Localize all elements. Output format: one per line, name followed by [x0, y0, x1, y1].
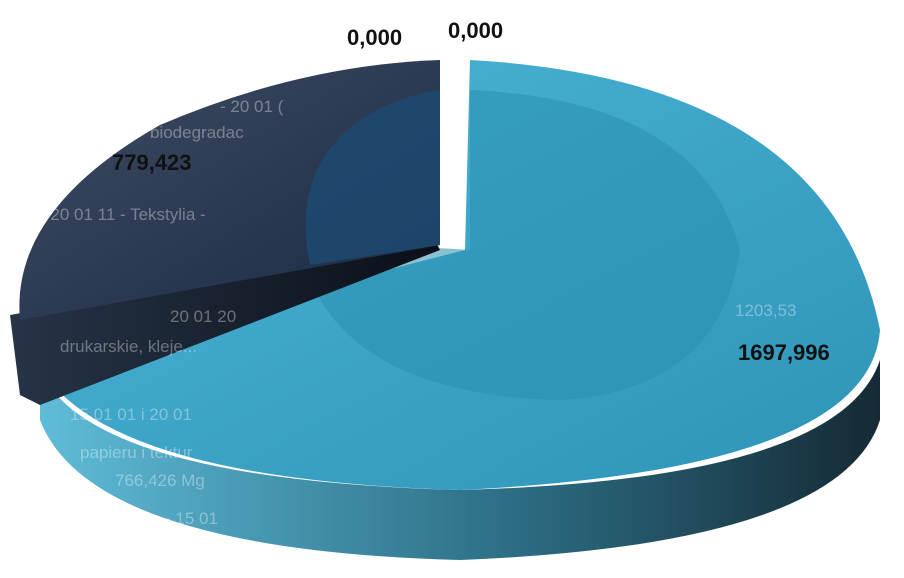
ghost-label: drukarskie, kleje... [60, 337, 197, 356]
data-label-0000-a: 0,000 [347, 25, 402, 50]
ghost-label: papieru i tektur [80, 443, 193, 462]
ghost-label: - 15 01 [165, 509, 218, 528]
slice-side-1697 [40, 360, 880, 560]
slice-inner-dark [305, 90, 440, 265]
ghost-label: 766,426 Mg [115, 471, 205, 490]
data-label-1697: 1697,996 [738, 340, 830, 365]
ghost-label: 1203,53 [735, 301, 796, 320]
ghost-label: 20 01 20 [170, 307, 236, 326]
slice-side-779 [10, 240, 440, 405]
ghost-label: 15 01 01 i 20 01 [70, 405, 192, 424]
ghost-label: 574 [866, 241, 894, 260]
ghost-label: - 20 01 ( [220, 97, 284, 116]
ghost-label: biodegradac [150, 123, 244, 142]
data-label-0000-b: 0,000 [448, 18, 503, 43]
slice-inner-shade [310, 90, 740, 400]
ghost-label: - 20 01 11 - Tekstylia - [40, 205, 206, 224]
data-label-779: 779,423 [112, 150, 192, 175]
